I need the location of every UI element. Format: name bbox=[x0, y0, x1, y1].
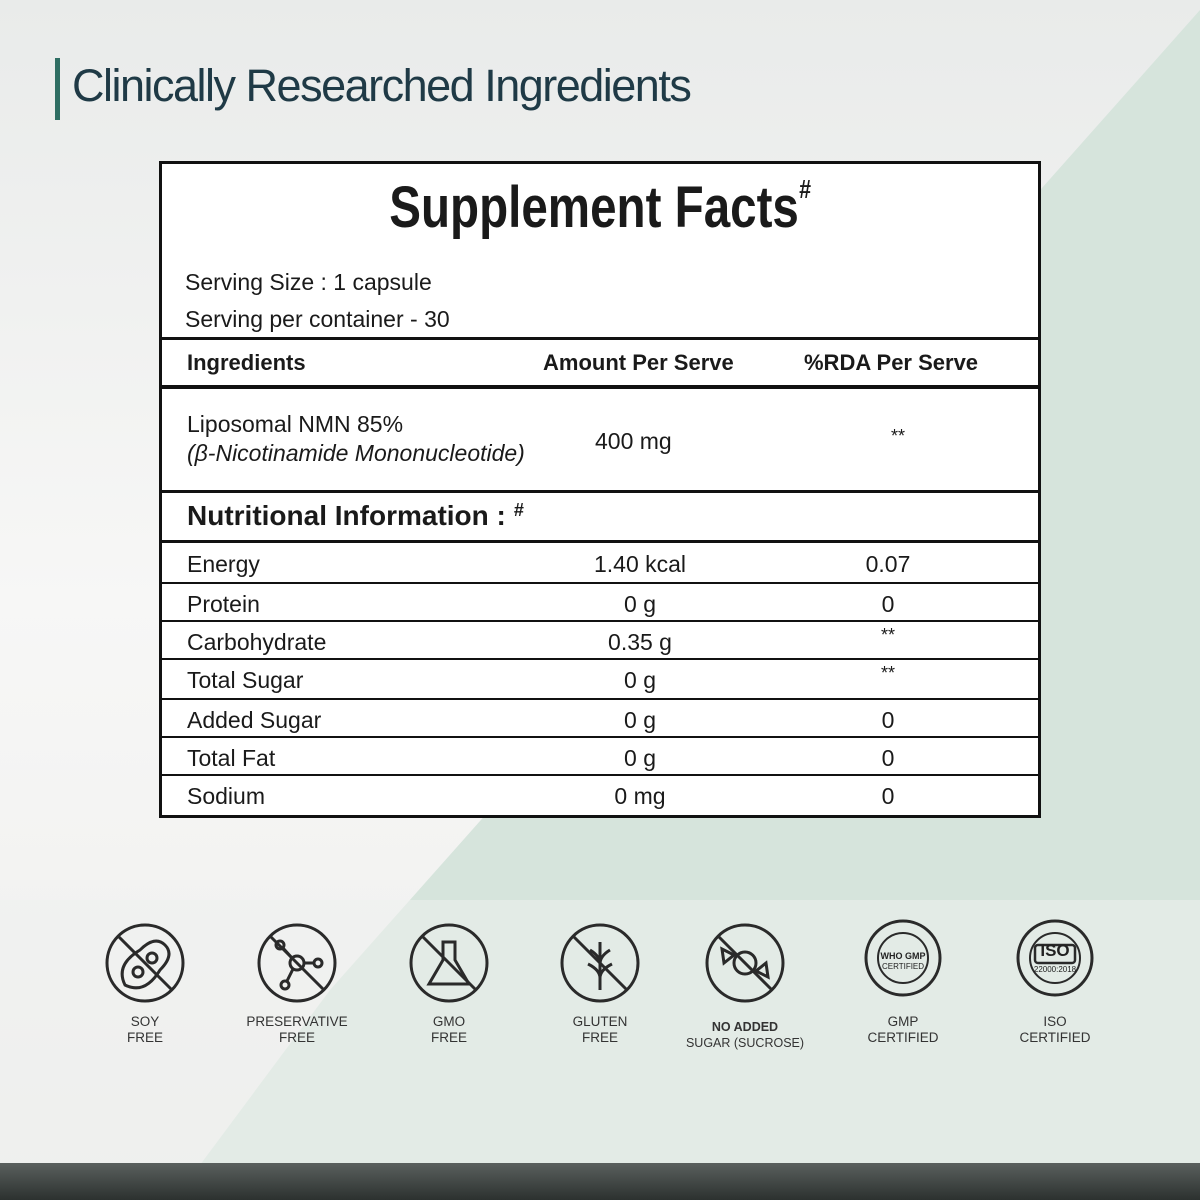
row-amount: 1.40 kcal bbox=[593, 551, 687, 577]
badge-label: PRESERVATIVE FREE bbox=[246, 1014, 347, 1046]
col-header: %RDA Per Serve bbox=[804, 350, 979, 375]
page-title: Clinically Researched Ingredients bbox=[72, 60, 692, 111]
ingredient-subname: (β-Nicotinamide Mononucleotide) bbox=[187, 440, 525, 466]
badge-line: FREE bbox=[581, 1030, 619, 1045]
row-rda: ** bbox=[880, 663, 896, 683]
badge-label: GMP CERTIFIED bbox=[867, 1014, 938, 1046]
facts-title-text: Supplement Facts bbox=[389, 175, 799, 240]
seal-text: ISO bbox=[1040, 941, 1070, 960]
seal-text: 22000:2018 bbox=[1033, 965, 1077, 974]
gluten-icon bbox=[560, 923, 640, 1003]
nutrition-title-mark: # bbox=[513, 500, 524, 520]
gmo-icon bbox=[409, 923, 489, 1003]
badge-line: NO ADDED bbox=[711, 1020, 779, 1034]
badge-line: GMP bbox=[887, 1014, 919, 1029]
row-rda: 0.07 bbox=[865, 551, 911, 577]
nutrition-title-text: Nutritional Information : bbox=[187, 500, 506, 531]
badge-line: SOY bbox=[130, 1014, 160, 1029]
serving-size: Serving Size : 1 capsule bbox=[185, 269, 432, 295]
rule bbox=[162, 540, 1038, 543]
badge-label: SOY FREE bbox=[127, 1014, 163, 1046]
badge-line: CERTIFIED bbox=[867, 1030, 939, 1045]
rule bbox=[162, 774, 1038, 776]
rule bbox=[162, 582, 1038, 584]
badge-line: ISO bbox=[1043, 1014, 1067, 1029]
bottom-strip bbox=[0, 1163, 1200, 1200]
row-name: Carbohydrate bbox=[187, 629, 327, 655]
row-amount: 0 g bbox=[624, 745, 656, 771]
badge-line: CERTIFIED bbox=[1019, 1030, 1091, 1045]
badge-line: FREE bbox=[430, 1030, 468, 1045]
rule bbox=[162, 698, 1038, 700]
row-amount: 0 mg bbox=[614, 783, 666, 809]
row-amount: 0.35 g bbox=[608, 629, 672, 655]
facts-title: Supplement Facts# bbox=[389, 174, 810, 241]
rule bbox=[162, 736, 1038, 738]
iso-seal bbox=[1016, 919, 1094, 997]
ingredient-amount: 400 mg bbox=[595, 428, 672, 454]
col-header: Amount Per Serve bbox=[543, 350, 734, 375]
row-name: Total Sugar bbox=[187, 667, 304, 693]
badge-line: SUGAR (SUCROSE) bbox=[685, 1036, 805, 1050]
row-name: Total Fat bbox=[187, 745, 276, 771]
rule bbox=[162, 658, 1038, 660]
row-name: Sodium bbox=[187, 783, 265, 809]
rule bbox=[162, 385, 1038, 389]
badge-line: GMO bbox=[432, 1014, 466, 1029]
facts-panel: Supplement Facts# Serving Size : 1 capsu… bbox=[159, 161, 1041, 818]
title-accent bbox=[55, 58, 60, 120]
facts-title-mark: # bbox=[798, 174, 811, 204]
preservative-icon bbox=[257, 923, 337, 1003]
badge-label: GLUTEN FREE bbox=[573, 1014, 628, 1046]
ingredient-rda: ** bbox=[890, 426, 906, 446]
seal-text: WHO GMP bbox=[880, 951, 926, 961]
row-amount: 0 g bbox=[624, 667, 656, 693]
row-amount: 0 g bbox=[624, 591, 656, 617]
badge-icons bbox=[105, 919, 1094, 1003]
rule bbox=[162, 620, 1038, 622]
badge-label: NO ADDED SUGAR (SUCROSE) bbox=[686, 1019, 804, 1051]
ingredient-name: Liposomal NMN 85% bbox=[187, 411, 404, 437]
row-rda: ** bbox=[880, 625, 896, 645]
badge-label: ISO CERTIFIED bbox=[1019, 1014, 1090, 1046]
row-rda: 0 bbox=[881, 707, 895, 733]
badge-label: GMO FREE bbox=[431, 1014, 467, 1046]
sugar-icon bbox=[705, 923, 785, 1003]
badge-line: GLUTEN bbox=[572, 1014, 628, 1029]
row-name: Protein bbox=[187, 591, 260, 617]
rule bbox=[162, 490, 1038, 493]
badge-line: FREE bbox=[278, 1030, 316, 1045]
row-name: Energy bbox=[187, 551, 260, 577]
serving-count: Serving per container - 30 bbox=[185, 306, 450, 332]
row-name: Added Sugar bbox=[187, 707, 322, 733]
gmp-seal bbox=[864, 919, 942, 997]
seal-text: CERTIFIED bbox=[881, 962, 925, 971]
row-rda: 0 bbox=[881, 783, 895, 809]
row-rda: 0 bbox=[881, 591, 895, 617]
nutrition-title: Nutritional Information : # bbox=[187, 500, 524, 532]
badge-line: PRESERVATIVE bbox=[246, 1014, 348, 1029]
rule bbox=[162, 337, 1038, 340]
soy-icon bbox=[105, 923, 185, 1003]
row-rda: 0 bbox=[881, 745, 895, 771]
col-header: Ingredients bbox=[187, 350, 306, 375]
badge-line: FREE bbox=[126, 1030, 164, 1045]
row-amount: 0 g bbox=[624, 707, 656, 733]
